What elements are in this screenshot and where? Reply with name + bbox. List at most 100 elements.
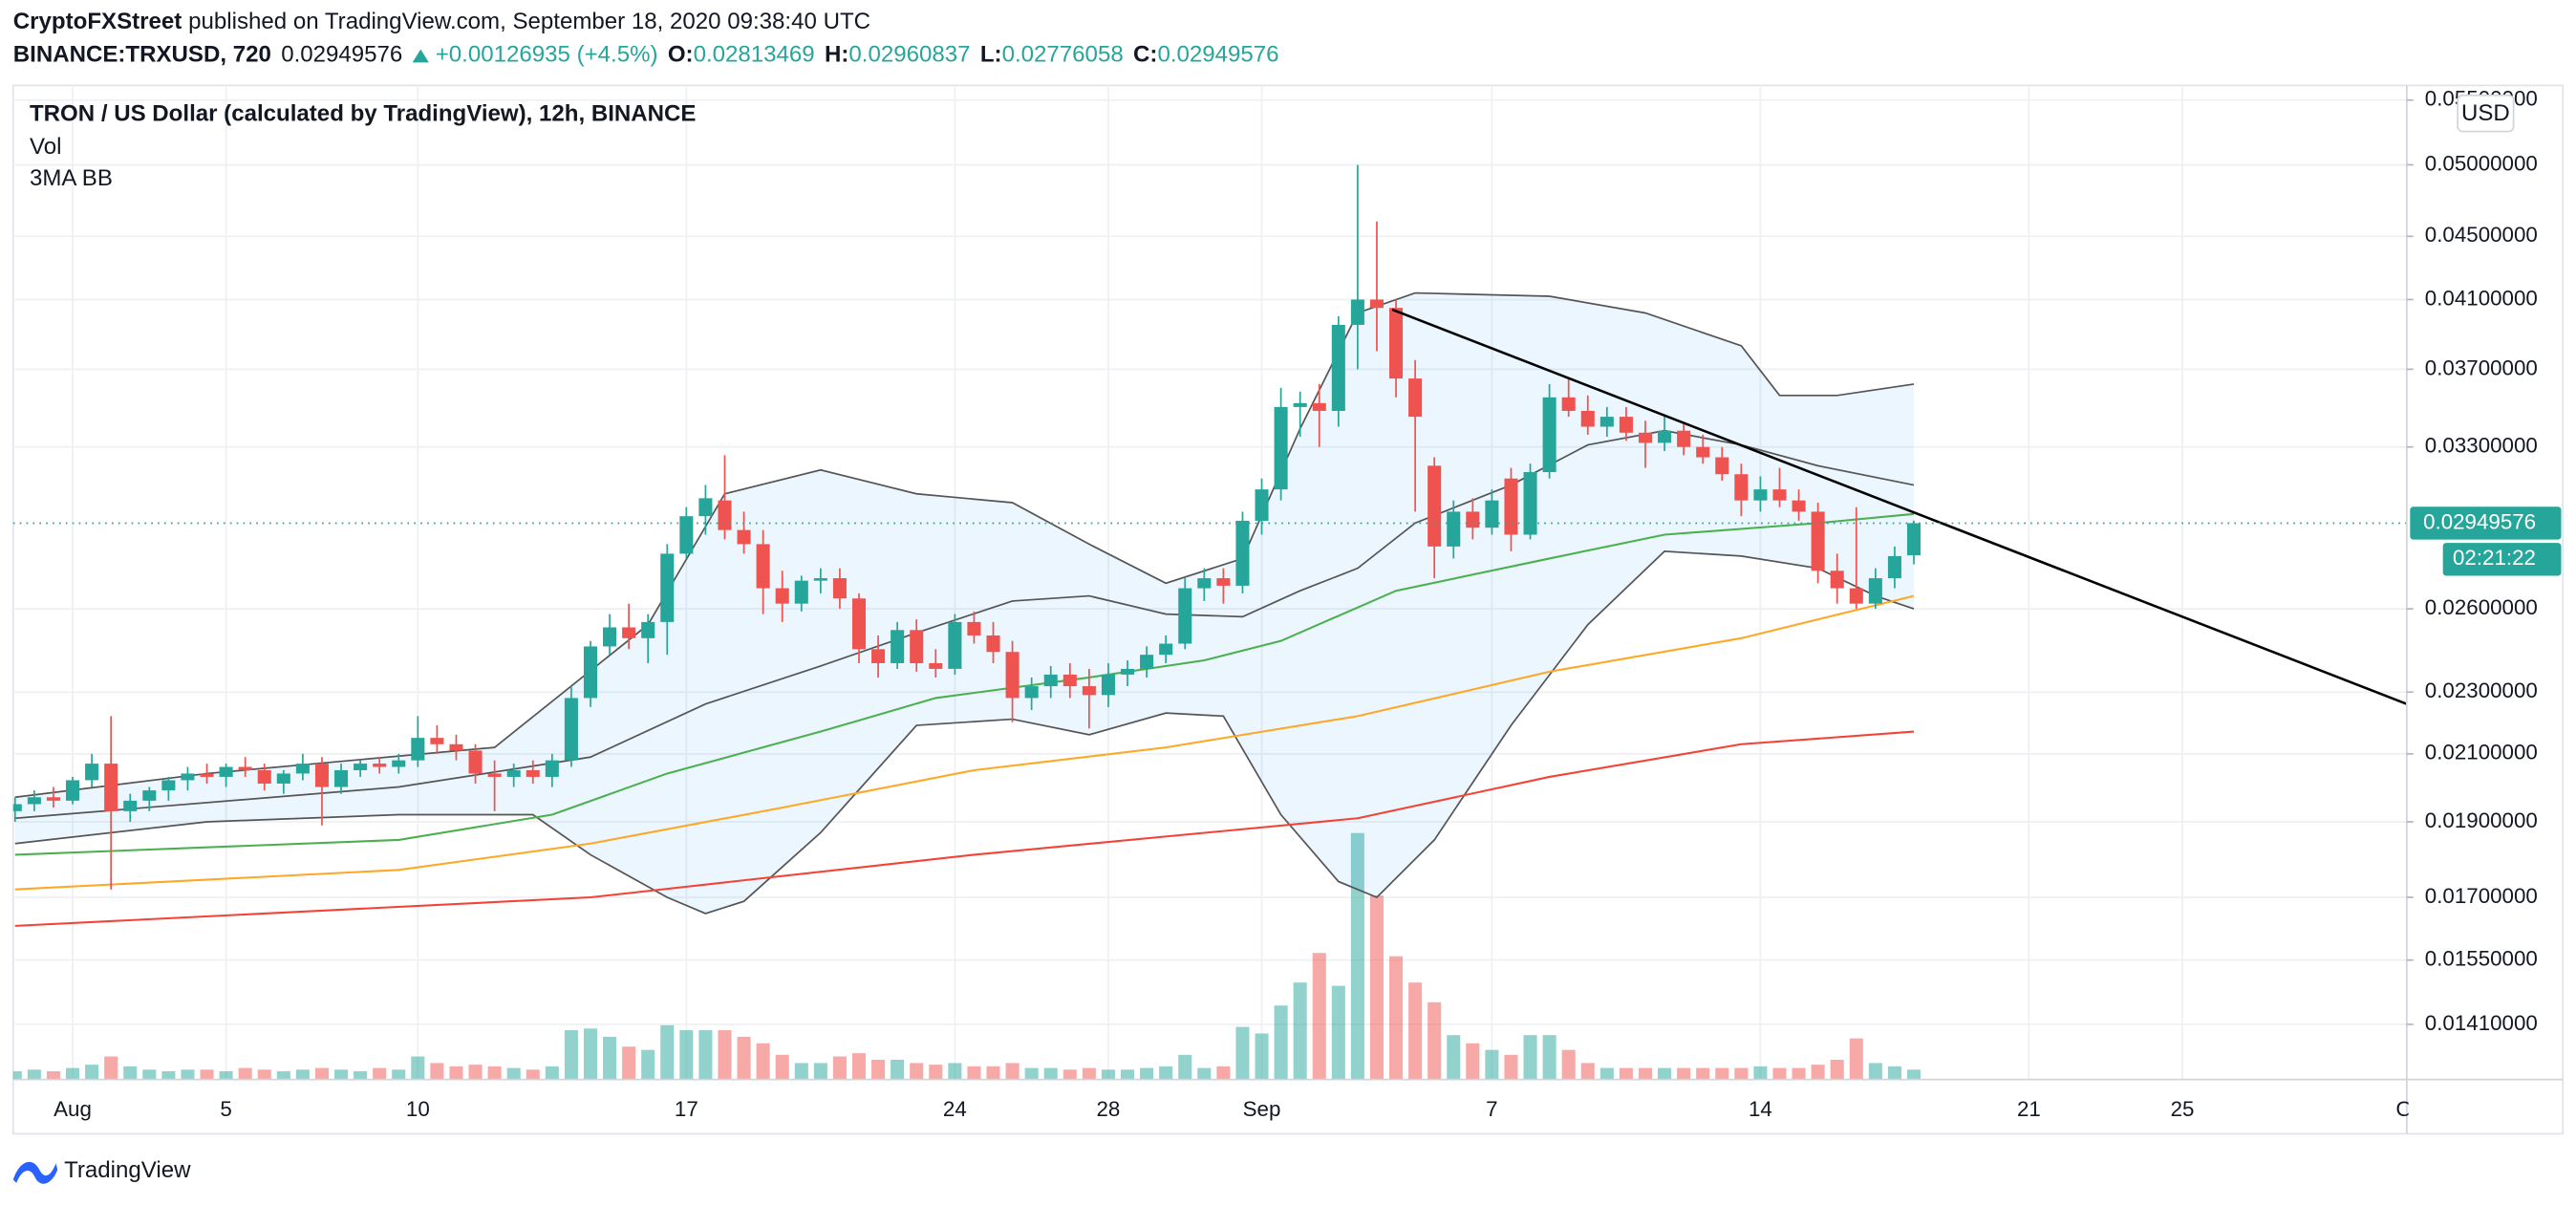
volume-bar [698,1030,713,1080]
candle-body [1235,520,1250,586]
candle-body [1696,446,1710,458]
volume-bar [65,1067,80,1080]
candle-body [354,764,368,770]
candle-body [1485,500,1499,528]
currency[interactable]: USD [2461,100,2510,126]
volume-bar [334,1069,349,1080]
candle-body [967,621,981,635]
candle-body [1293,402,1307,407]
volume-bar [641,1049,655,1080]
volume-bar [1619,1067,1633,1080]
x-tick-label: 10 [406,1097,430,1121]
volume-bar [1811,1065,1825,1080]
candle-body [295,764,310,774]
volume-bar [1350,832,1364,1080]
volume-bar [1542,1035,1556,1080]
candle-body [545,760,559,777]
volume-bar [411,1056,425,1080]
candle-body [1024,686,1039,699]
volume-bar [775,1054,789,1080]
candle-body [1542,397,1556,473]
y-tick-label: 0.02100000 [2425,741,2538,765]
volume-bar [718,1030,732,1080]
y-tick-label: 0.04100000 [2425,286,2538,310]
candle-body [1389,308,1404,379]
volume-bar [871,1059,886,1080]
candle-body [1868,578,1882,604]
volume-bar [104,1056,118,1080]
open-value: 0.02813469 [694,42,815,68]
volume-bar [295,1069,310,1080]
candle-body [1658,430,1672,443]
volume-bar [430,1063,444,1080]
candle-body [832,578,847,599]
volume-bar [1369,895,1384,1080]
candle-body [219,766,233,777]
candle-body [1734,474,1749,501]
candle-body [583,646,598,699]
candle-body [1887,555,1901,579]
volume-bar [257,1069,271,1080]
volume-bar [1792,1067,1806,1080]
candle-body [392,760,406,767]
candle-body [891,630,905,663]
time-axis: Aug 5 10 17 24 28 Sep 7 14 21 25 Oct [54,1097,2408,1121]
candle-body [1906,523,1921,556]
candle-body [238,766,252,770]
candle-body [564,698,578,761]
candle-body [1331,324,1345,411]
candle-body [929,662,943,669]
volume-bar [1599,1067,1614,1080]
candle-body [276,773,290,784]
volume-bar [1005,1063,1020,1080]
candle-body [1120,668,1135,675]
candle-body [373,764,387,767]
candle-body [948,621,962,669]
volume-bar [1715,1067,1729,1080]
volume-bar [794,1063,808,1080]
x-tick-label: 7 [1486,1097,1497,1121]
candle-body [334,769,349,787]
currency-button[interactable] [2457,94,2515,133]
y-tick-label: 0.03700000 [2425,355,2538,379]
volume-bar [1638,1067,1653,1080]
indicator-label: Vol [30,134,61,160]
published: published on TradingView.com, September … [188,9,870,34]
candle-body [1561,397,1576,411]
volume-bar [583,1028,598,1080]
candle-body [12,804,22,811]
volume-bar [1293,982,1307,1080]
candle-body [1580,410,1595,427]
volume-bar [1408,982,1423,1080]
volume-bar [1235,1026,1250,1080]
candle-body [1159,643,1173,656]
candle-body [698,498,713,517]
candle-body [1101,674,1115,696]
volume-bar [1849,1038,1863,1080]
candle-body [660,553,675,622]
low-label: L: [980,42,1002,68]
volume-bar [1178,1054,1192,1080]
candle-body [1523,472,1537,535]
header-line-2: BINANCE:TRXUSD, 720 0.02949576 +0.00126935… [13,42,1279,68]
volume-bar [929,1065,943,1080]
volume-bar [161,1071,176,1080]
candle-body [27,797,41,805]
volume-bar [85,1065,99,1080]
volume-bar [506,1067,521,1080]
volume-bar [564,1030,578,1080]
x-tick-label: 25 [2171,1097,2195,1121]
volume-bar [468,1065,483,1080]
volume-bar [967,1066,981,1080]
candle-body [1753,489,1768,501]
candle-body [449,743,463,751]
volume-bar [1658,1067,1672,1080]
volume-bar [1830,1059,1844,1080]
candle-body [775,588,789,604]
moving-average [14,594,1915,891]
x-tick-label: Sep [1243,1097,1281,1121]
candle-body [1715,457,1729,475]
x-tick-label: 5 [220,1097,231,1121]
volume-bar [603,1036,617,1080]
